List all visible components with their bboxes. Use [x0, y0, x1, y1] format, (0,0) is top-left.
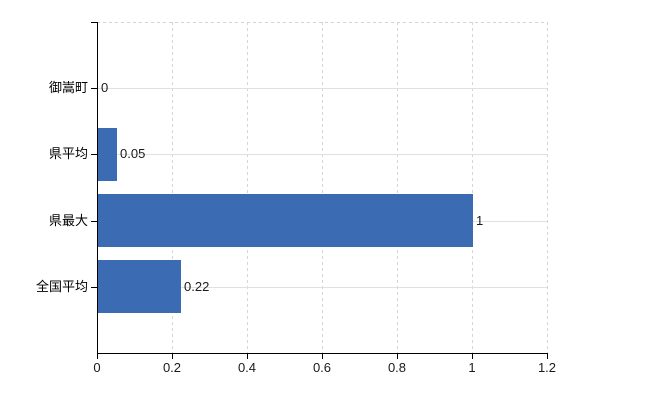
y-axis [97, 22, 98, 354]
bar-value-label: 0.05 [120, 146, 146, 161]
category-label: 御嵩町 [48, 80, 88, 95]
x-axis-tick-label: 0.4 [237, 360, 257, 375]
gridline-vertical [472, 22, 473, 353]
x-axis-tick-label: 0.8 [387, 360, 407, 375]
gridline-vertical [322, 22, 323, 353]
x-axis-tick-label: 0.2 [162, 360, 182, 375]
y-axis-tick [91, 287, 97, 288]
gridline-vertical [247, 22, 248, 353]
category-label: 県平均 [48, 146, 88, 161]
x-axis-tick [172, 354, 173, 359]
bar [98, 194, 473, 247]
gridline-horizontal [97, 154, 547, 155]
x-axis-tick-label: 0 [93, 360, 101, 375]
x-axis [97, 353, 548, 354]
bar [98, 260, 181, 313]
y-axis-tick [91, 221, 97, 222]
x-axis-tick [97, 354, 98, 359]
category-label: 県最大 [48, 213, 88, 228]
y-axis-tick [91, 22, 97, 23]
gridline-vertical [172, 22, 173, 353]
category-label: 全国平均 [35, 279, 88, 294]
bar [98, 128, 117, 181]
plot-area [97, 22, 548, 353]
gridline-vertical [397, 22, 398, 353]
gridline-horizontal [97, 287, 547, 288]
x-axis-tick-label: 1.2 [537, 360, 557, 375]
x-axis-tick-label: 1 [468, 360, 476, 375]
x-axis-tick [247, 354, 248, 359]
x-axis-tick [397, 354, 398, 359]
x-axis-tick-label: 0.6 [312, 360, 332, 375]
y-axis-tick [91, 154, 97, 155]
gridline-vertical [547, 22, 548, 353]
bar-value-label: 1 [476, 213, 484, 228]
x-axis-tick [547, 354, 548, 359]
y-axis-tick [91, 88, 97, 89]
x-axis-tick [322, 354, 323, 359]
x-axis-tick [472, 354, 473, 359]
bar-value-label: 0.22 [184, 279, 210, 294]
bar-value-label: 0 [101, 80, 109, 95]
gridline-horizontal [97, 88, 547, 89]
